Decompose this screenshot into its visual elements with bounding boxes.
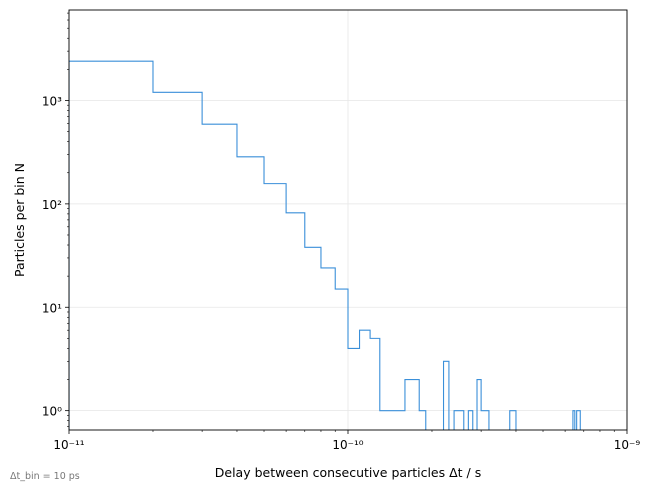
y-tick-label: 10² [42, 198, 62, 212]
x-tick-label: 10⁻¹¹ [53, 438, 84, 452]
x-axis-label: Delay between consecutive particles Δt /… [215, 465, 481, 480]
y-tick-label: 10³ [42, 94, 62, 108]
bin-width-footnote: Δt_bin = 10 ps [10, 471, 80, 482]
y-axis-label: Particles per bin N [12, 163, 27, 277]
x-tick-label: 10⁻¹⁰ [332, 438, 363, 452]
y-tick-label: 10⁰ [42, 405, 62, 419]
histogram-step-line [69, 60, 581, 430]
x-tick-label: 10⁻⁹ [614, 438, 641, 452]
axis-ticks: 10⁻¹¹ 10⁻¹⁰ 10⁻⁹ 10⁰ 10¹ 10² 10³ [42, 12, 641, 452]
y-tick-label: 10¹ [42, 301, 62, 315]
